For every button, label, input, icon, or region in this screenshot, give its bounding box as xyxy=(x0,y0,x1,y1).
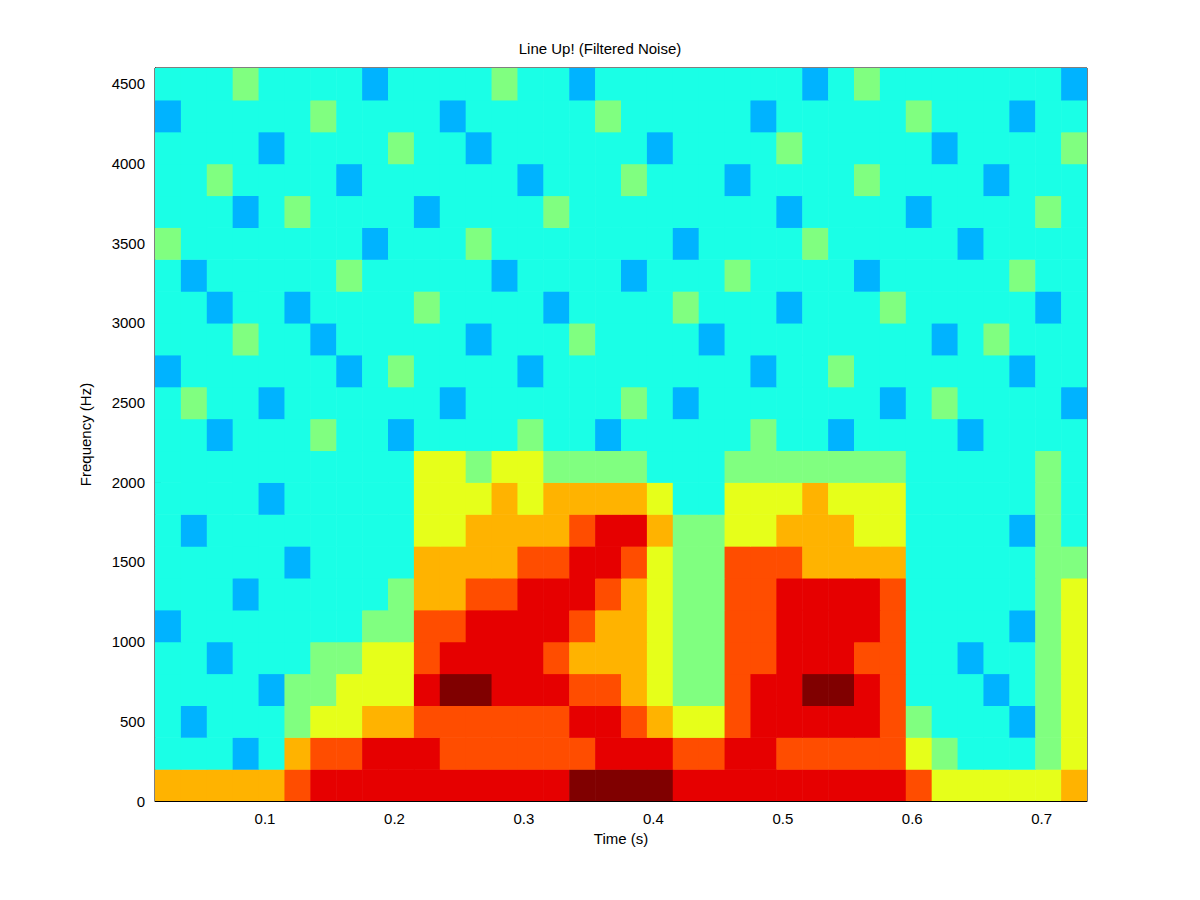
svg-text:3500: 3500 xyxy=(112,235,145,252)
svg-text:0: 0 xyxy=(137,793,145,810)
svg-text:Time (s): Time (s) xyxy=(594,830,648,847)
svg-text:2500: 2500 xyxy=(112,394,145,411)
svg-text:Line Up! (Filtered Noise): Line Up! (Filtered Noise) xyxy=(519,40,682,57)
svg-text:0.7: 0.7 xyxy=(1031,810,1052,827)
svg-text:500: 500 xyxy=(120,713,145,730)
svg-text:0.3: 0.3 xyxy=(513,810,534,827)
svg-text:0.2: 0.2 xyxy=(384,810,405,827)
svg-text:4500: 4500 xyxy=(112,75,145,92)
svg-text:0.4: 0.4 xyxy=(643,810,664,827)
svg-text:1500: 1500 xyxy=(112,553,145,570)
svg-text:2000: 2000 xyxy=(112,474,145,491)
svg-text:0.6: 0.6 xyxy=(902,810,923,827)
svg-text:Frequency (Hz): Frequency (Hz) xyxy=(77,383,94,486)
svg-text:4000: 4000 xyxy=(112,155,145,172)
svg-text:0.1: 0.1 xyxy=(255,810,276,827)
svg-text:3000: 3000 xyxy=(112,314,145,331)
svg-text:0.5: 0.5 xyxy=(772,810,793,827)
svg-text:1000: 1000 xyxy=(112,633,145,650)
